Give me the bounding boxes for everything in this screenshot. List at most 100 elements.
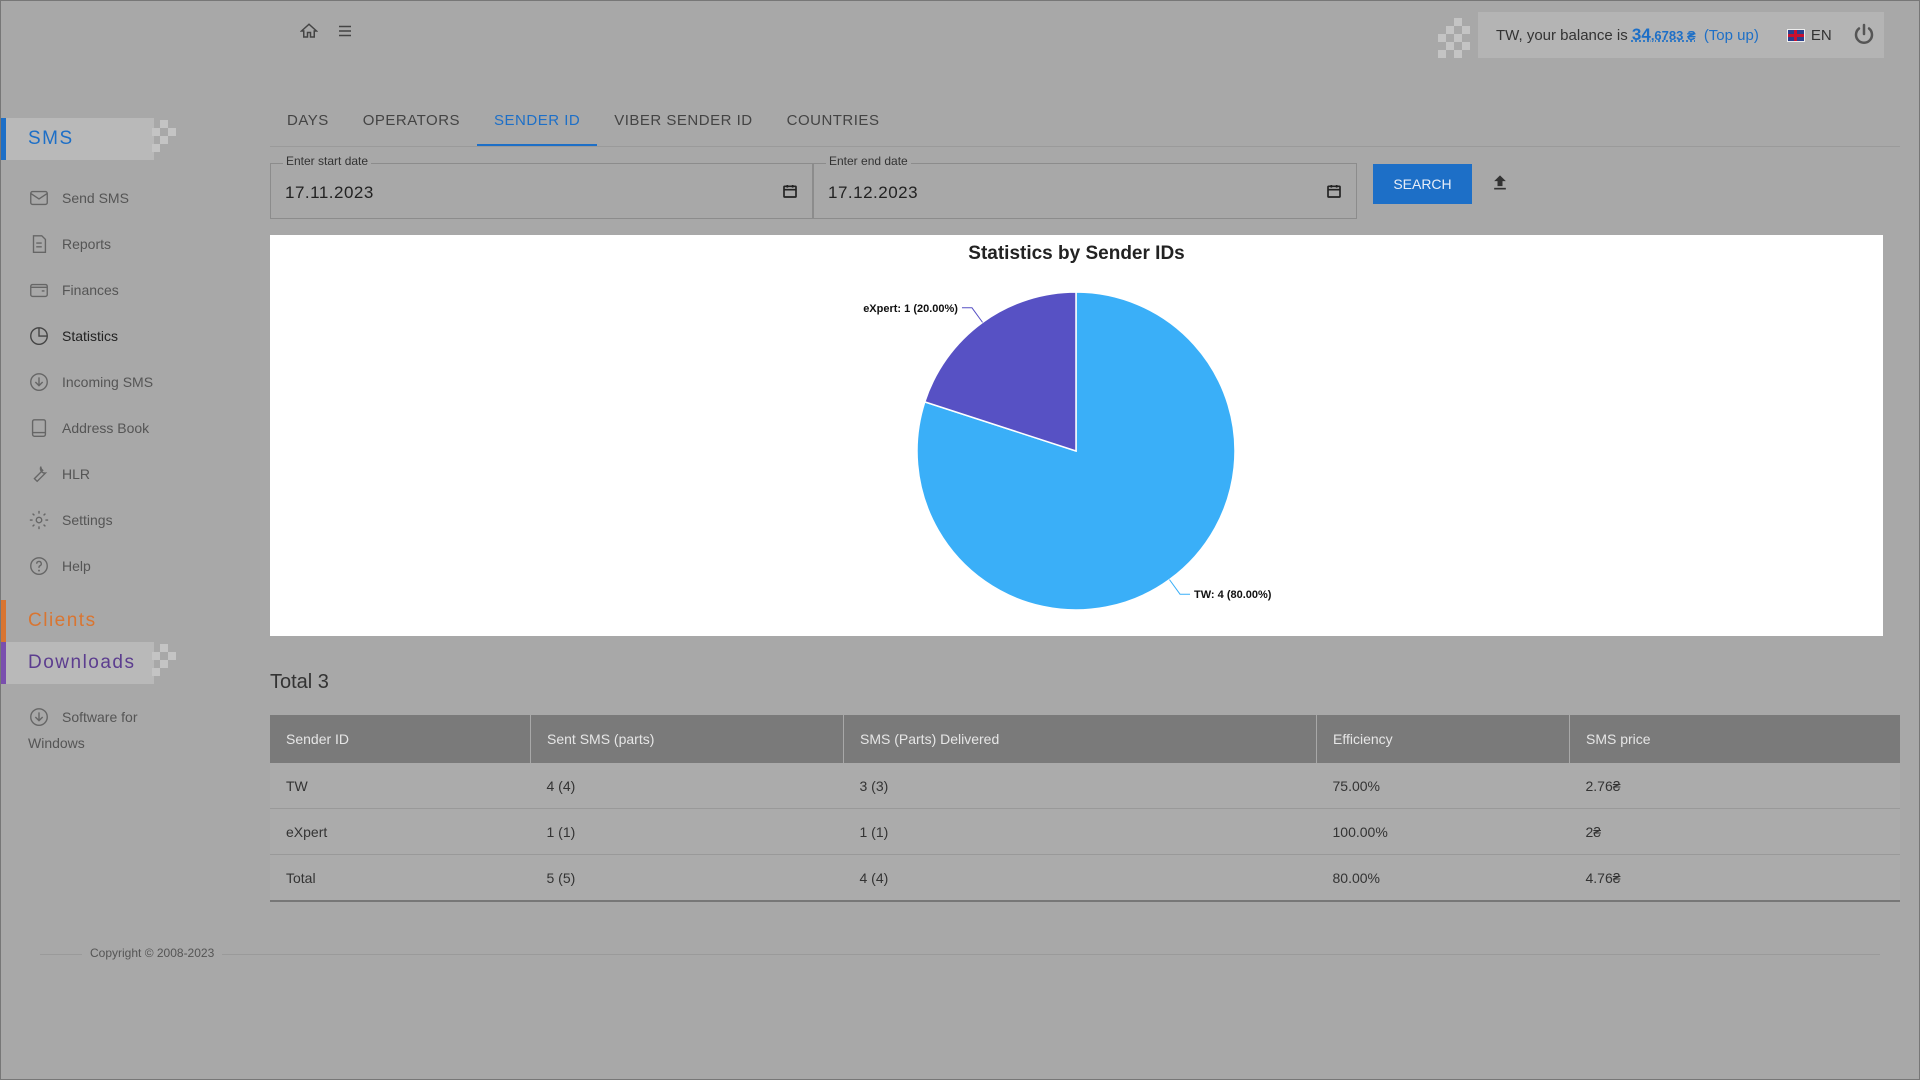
home-icon[interactable] bbox=[300, 22, 318, 40]
power-icon[interactable] bbox=[1852, 22, 1876, 51]
cell-delivered: 4 (4) bbox=[843, 854, 1317, 902]
download-circle-icon bbox=[30, 708, 48, 726]
end-date-label: Enter end date bbox=[826, 154, 911, 168]
download-circle-icon bbox=[30, 373, 48, 391]
book-icon bbox=[31, 419, 47, 437]
sidebar-section-clients[interactable]: Clients bbox=[0, 600, 97, 642]
cell-price: 2₴ bbox=[1569, 808, 1900, 855]
section-title: SMS bbox=[28, 128, 74, 149]
cell-delivered: 1 (1) bbox=[843, 808, 1317, 855]
sidebar-item-label: Settings bbox=[62, 512, 113, 528]
download-software-windows[interactable]: Software for Windows bbox=[28, 704, 137, 756]
top-toolbar bbox=[300, 22, 354, 40]
cell-efficiency: 100.00% bbox=[1316, 808, 1570, 855]
sidebar-section-downloads[interactable]: Downloads bbox=[0, 642, 154, 684]
pie-label-expert: eXpert: 1 (20.00%) bbox=[863, 303, 958, 315]
cell-price: 4.76₴ bbox=[1569, 854, 1900, 902]
balance-text: TW, your balance is 34,6783 ₴ (Top up) bbox=[1496, 25, 1759, 45]
pie-leader-line bbox=[1169, 579, 1191, 595]
sidebar-item-help[interactable]: Help bbox=[28, 543, 153, 589]
calendar-icon[interactable] bbox=[1326, 183, 1342, 204]
balance-prefix: TW, your balance is bbox=[1496, 27, 1628, 44]
mail-icon bbox=[30, 190, 48, 206]
section-accent bbox=[0, 642, 6, 684]
table-row: TW 4 (4) 3 (3) 75.00% 2.76₴ bbox=[270, 763, 1900, 809]
sidebar-item-label: HLR bbox=[62, 466, 91, 482]
start-date-field[interactable]: Enter start date 17.11.2023 bbox=[270, 154, 813, 219]
cell-price: 2.76₴ bbox=[1569, 763, 1900, 809]
pie-label-tw: TW: 4 (80.00%) bbox=[1194, 589, 1272, 601]
cell-delivered: 3 (3) bbox=[843, 763, 1317, 809]
cell-efficiency: 80.00% bbox=[1316, 854, 1570, 902]
footer-divider bbox=[40, 954, 1880, 955]
balance-amount[interactable]: 34,6783 ₴ bbox=[1632, 25, 1696, 44]
statistics-tabs: DAYS OPERATORS SENDER ID VIBER SENDER ID… bbox=[270, 100, 1900, 147]
start-date-label: Enter start date bbox=[283, 154, 372, 168]
sidebar-item-finances[interactable]: Finances bbox=[28, 267, 153, 313]
sidebar-item-label: Statistics bbox=[62, 328, 119, 344]
balance-dec: ,6783 ₴ bbox=[1650, 28, 1696, 43]
sidebar-item-label: Incoming SMS bbox=[62, 374, 154, 390]
menu-icon[interactable] bbox=[336, 22, 354, 40]
cell-sender-id: eXpert bbox=[270, 808, 531, 855]
pie-chart: TW: 4 (80.00%) eXpert: 1 (20.00%) bbox=[863, 291, 1272, 611]
table-total-row: Total 5 (5) 4 (4) 80.00% 4.76₴ bbox=[270, 854, 1900, 902]
sidebar-item-reports[interactable]: Reports bbox=[28, 221, 153, 267]
download-item-line2: Windows bbox=[28, 735, 85, 751]
sidebar-item-send-sms[interactable]: Send SMS bbox=[28, 175, 153, 221]
copyright: Copyright © 2008-2023 bbox=[82, 946, 223, 960]
pie-leader-line bbox=[961, 307, 983, 323]
col-efficiency[interactable]: Efficiency bbox=[1316, 715, 1570, 763]
balance-panel: TW, your balance is 34,6783 ₴ (Top up) E… bbox=[1478, 12, 1884, 58]
end-date-value: 17.12.2023 bbox=[828, 183, 919, 202]
tab-days[interactable]: DAYS bbox=[287, 112, 329, 129]
tab-viber-sender-id[interactable]: VIBER SENDER ID bbox=[614, 112, 753, 129]
chart-card: Statistics by Sender IDs TW: 4 (80.00%) e… bbox=[270, 235, 1883, 636]
sidebar-item-settings[interactable]: Settings bbox=[28, 497, 153, 543]
sidebar-item-hlr[interactable]: HLR bbox=[28, 451, 153, 497]
col-sent-sms[interactable]: Sent SMS (parts) bbox=[530, 715, 844, 763]
sidebar-menu: Send SMS Reports Finances Statistics Inc… bbox=[28, 175, 153, 589]
sidebar-item-label: Send SMS bbox=[62, 190, 129, 206]
gear-icon bbox=[29, 510, 49, 530]
stats-table: Sender ID Sent SMS (parts) SMS (Parts) D… bbox=[270, 715, 1900, 902]
total-label: Total 3 bbox=[270, 671, 329, 693]
sidebar-item-label: Reports bbox=[62, 236, 112, 252]
cell-sent: 5 (5) bbox=[530, 854, 844, 902]
balance-int: 34 bbox=[1631, 25, 1651, 44]
document-icon bbox=[32, 235, 47, 253]
uk-flag-icon bbox=[1786, 28, 1805, 42]
start-date-value: 17.11.2023 bbox=[285, 183, 374, 202]
tab-operators[interactable]: OPERATORS bbox=[362, 112, 461, 129]
cell-sent: 1 (1) bbox=[530, 808, 844, 855]
wrench-icon bbox=[33, 466, 48, 483]
section-title: Clients bbox=[28, 610, 97, 631]
cell-efficiency: 75.00% bbox=[1316, 763, 1570, 809]
col-delivered[interactable]: SMS (Parts) Delivered bbox=[843, 715, 1317, 763]
sidebar-item-incoming-sms[interactable]: Incoming SMS bbox=[28, 359, 153, 405]
pie-chart-icon bbox=[30, 327, 48, 345]
sidebar-item-label: Address Book bbox=[62, 420, 150, 436]
export-upload-icon[interactable] bbox=[1490, 172, 1510, 197]
search-button[interactable]: SEARCH bbox=[1373, 164, 1472, 204]
col-sms-price[interactable]: SMS price bbox=[1569, 715, 1900, 763]
section-title: Downloads bbox=[28, 652, 136, 673]
cell-sender-id: Total bbox=[270, 854, 531, 902]
sidebar-item-address-book[interactable]: Address Book bbox=[28, 405, 153, 451]
table-header-row: Sender ID Sent SMS (parts) SMS (Parts) D… bbox=[270, 715, 1900, 763]
end-date-field[interactable]: Enter end date 17.12.2023 bbox=[813, 154, 1357, 219]
table-row: eXpert 1 (1) 1 (1) 100.00% 2₴ bbox=[270, 808, 1900, 855]
wallet-icon bbox=[30, 283, 48, 298]
cell-sender-id: TW bbox=[270, 763, 531, 809]
language-selector[interactable]: EN bbox=[1786, 27, 1832, 44]
col-sender-id[interactable]: Sender ID bbox=[270, 715, 531, 763]
sidebar-item-label: Finances bbox=[62, 282, 119, 298]
top-up-link[interactable]: (Top up) bbox=[1703, 27, 1759, 44]
sidebar-section-sms[interactable]: SMS bbox=[0, 118, 154, 160]
tab-sender-id[interactable]: SENDER ID bbox=[477, 100, 598, 146]
cell-sent: 4 (4) bbox=[530, 763, 844, 809]
tab-countries[interactable]: COUNTRIES bbox=[786, 112, 880, 129]
sidebar-item-statistics[interactable]: Statistics bbox=[28, 313, 153, 359]
sidebar-item-label: Help bbox=[62, 558, 91, 574]
calendar-icon[interactable] bbox=[782, 183, 798, 204]
